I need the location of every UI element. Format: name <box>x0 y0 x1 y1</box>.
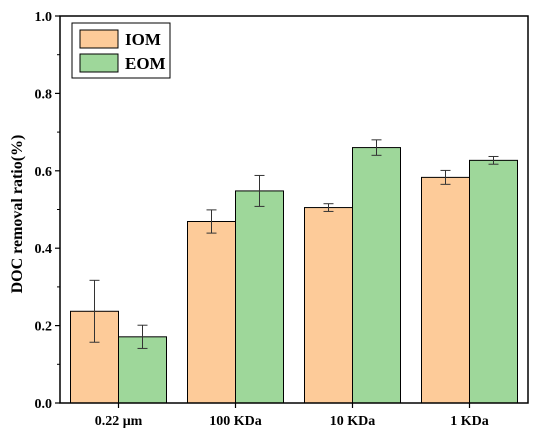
y-tick-label-6: 1.0 <box>35 10 53 25</box>
error-bar-iom-4 <box>440 169 451 185</box>
y-tick-label-1: 0.0 <box>35 397 53 412</box>
x-tick-label-1: 0.22 μm <box>95 414 143 429</box>
y-axis: 0.0 0.2 0.4 0.6 0.8 1.0 <box>35 10 60 412</box>
bar-eom-3 <box>352 147 401 404</box>
x-axis: 0.22 μm 100 KDa 10 KDa 1 KDa <box>95 403 489 429</box>
plot-area <box>59 15 529 404</box>
error-bar-eom-1 <box>137 324 148 349</box>
error-bar-iom-1 <box>89 279 100 343</box>
bar-iom-2 <box>187 220 236 404</box>
bar-eom-2 <box>235 190 284 404</box>
error-bar-eom-4 <box>488 155 499 165</box>
x-tick-label-4: 1 KDa <box>450 414 489 429</box>
y-axis-title: DOC removal ratio(%) <box>9 135 26 294</box>
y-tick-label-3: 0.4 <box>35 242 53 257</box>
y-tick-label-2: 0.2 <box>35 320 53 335</box>
y-tick-label-4: 0.6 <box>35 165 53 180</box>
x-tick-label-2: 100 KDa <box>209 414 262 429</box>
error-bar-eom-3 <box>371 139 382 156</box>
legend-swatch-iom <box>79 29 119 49</box>
bar-eom-4 <box>469 159 518 404</box>
error-bar-iom-2 <box>206 209 217 234</box>
bar-iom-4 <box>421 176 470 404</box>
legend-swatch-eom <box>79 53 119 73</box>
error-bar-iom-3 <box>323 203 334 212</box>
y-tick-label-5: 0.8 <box>35 87 53 102</box>
legend: IOM EOM <box>71 22 171 79</box>
legend-label-eom: EOM <box>125 54 166 73</box>
legend-label-iom: IOM <box>125 30 161 49</box>
error-bar-eom-2 <box>254 174 265 207</box>
x-tick-label-3: 10 KDa <box>330 414 376 429</box>
bar-iom-3 <box>304 207 353 404</box>
